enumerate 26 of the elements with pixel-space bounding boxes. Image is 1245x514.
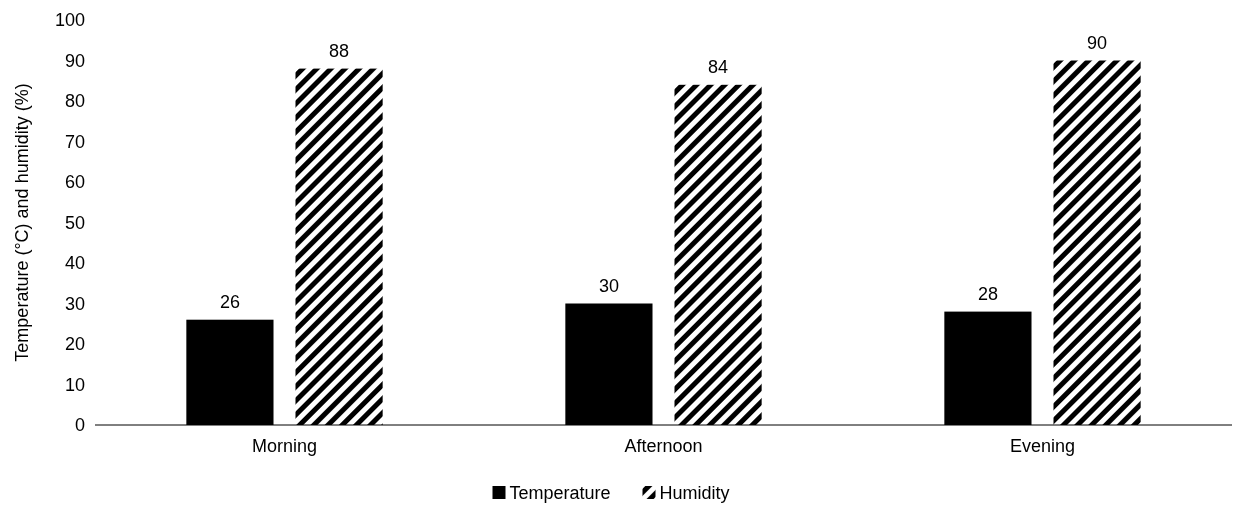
x-tick-label: Evening [1009,436,1076,456]
data-label: 28 [977,283,998,304]
legend-label: Temperature [509,483,611,504]
y-tick-label: 30 [64,293,85,314]
data-label: 30 [598,275,619,296]
y-tick-label: 70 [64,131,85,152]
y-axis-title: Temperature (°C) and humidity (%) [12,83,33,362]
legend-label: Humidity [659,483,730,504]
y-tick-label: 10 [64,374,85,395]
y-tick-label: 0 [74,415,85,436]
y-tick-label: 80 [64,91,85,112]
x-tick-label: Morning [251,436,318,456]
data-label: 88 [329,40,350,61]
x-tick-label: Afternoon [624,436,703,456]
bar [295,68,383,425]
bar [674,84,762,425]
y-tick-label: 50 [64,212,85,233]
data-label: 84 [708,56,729,77]
y-tick-label: 60 [64,172,85,193]
y-tick-label: 40 [64,253,85,274]
y-tick-label: 90 [64,50,85,71]
bar [1053,60,1141,425]
data-label: 26 [219,291,240,312]
y-tick-label: 100 [54,10,85,31]
data-label: 90 [1087,32,1108,53]
y-tick-label: 20 [64,334,85,355]
